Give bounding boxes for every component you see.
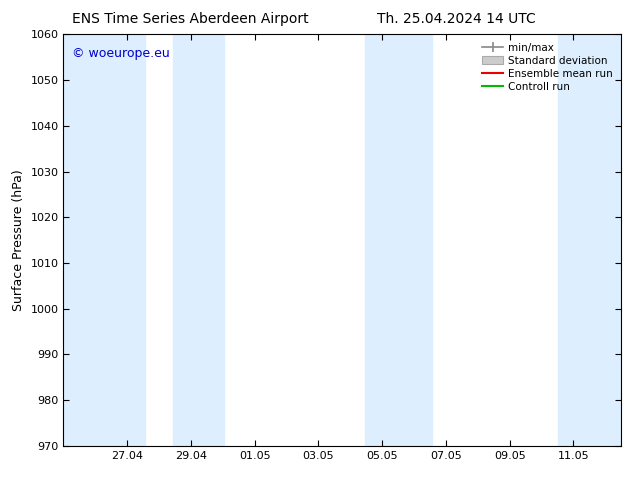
Legend: min/max, Standard deviation, Ensemble mean run, Controll run: min/max, Standard deviation, Ensemble me… [479, 40, 616, 95]
Y-axis label: Surface Pressure (hPa): Surface Pressure (hPa) [12, 169, 25, 311]
Text: © woeurope.eu: © woeurope.eu [72, 47, 169, 60]
Bar [396, 34, 432, 446]
Bar [365, 34, 400, 446]
Text: Th. 25.04.2024 14 UTC: Th. 25.04.2024 14 UTC [377, 12, 536, 26]
Text: ENS Time Series Aberdeen Airport: ENS Time Series Aberdeen Airport [72, 12, 309, 26]
Bar [173, 34, 224, 446]
Bar [63, 34, 145, 446]
Bar [557, 34, 621, 446]
